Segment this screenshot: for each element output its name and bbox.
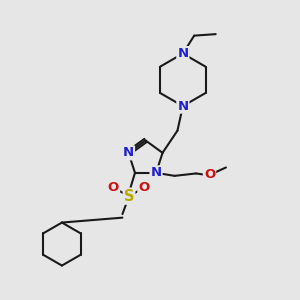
Text: S: S: [124, 189, 134, 204]
Text: N: N: [151, 167, 162, 179]
Text: O: O: [204, 168, 215, 182]
Text: O: O: [108, 181, 119, 194]
Text: N: N: [123, 146, 134, 159]
Text: N: N: [177, 100, 188, 112]
Text: O: O: [138, 181, 150, 194]
Text: N: N: [177, 47, 188, 60]
